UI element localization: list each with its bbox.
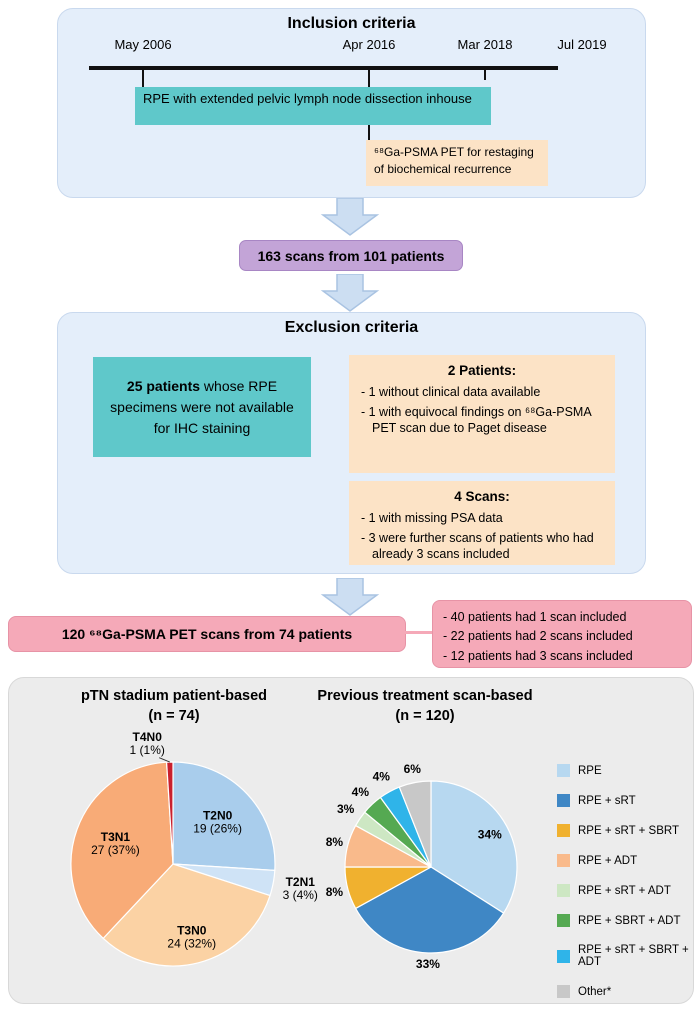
rpe-period-box: RPE with extended pelvic lymph node diss…: [135, 87, 491, 125]
pie-slice-t3n0: [102, 863, 271, 967]
pie-label: 8%: [326, 885, 344, 899]
legend-label: RPE + sRT: [578, 794, 636, 807]
timeline-date-jul-2019: Jul 2019: [557, 37, 607, 52]
treatment-chart-title-line: Previous treatment scan-based: [317, 688, 533, 704]
legend-label: RPE + sRT + SBRT: [578, 824, 679, 837]
list-item: - 1 with equivocal findings on ⁶⁸Ga-PSMA…: [361, 404, 591, 436]
legend-swatch: [557, 884, 570, 897]
connector-line: [402, 631, 434, 634]
scan-count-line: - 40 patients had 1 scan included: [443, 610, 627, 624]
pie-slice-t3n1: [70, 761, 174, 940]
psma-pet-period-box: ⁶⁸Ga-PSMA PET for restaging of biochemic…: [366, 140, 548, 186]
legend-swatch: [557, 794, 570, 807]
total-scans-box: 163 scans from 101 patients: [239, 240, 463, 271]
down-arrow-icon: [320, 578, 380, 616]
legend-label: Other*: [578, 985, 612, 998]
excluded-patients-title: 2 Patients:: [447, 363, 517, 378]
legend-item: RPE + sRT + SBRT: [557, 824, 693, 837]
ptn-chart-title-line: pTN stadium patient-based: [80, 688, 268, 704]
legend-label: RPE + sRT + ADT: [578, 884, 671, 897]
excluded-scans-title: 4 Scans:: [454, 489, 510, 504]
legend-item: RPE + sRT + SBRT + ADT: [557, 944, 693, 968]
ihc-exclusion-box: 25 patients whose RPE specimens were not…: [93, 357, 311, 457]
legend-item: RPE + sRT: [557, 794, 693, 807]
scan-count-line: - 22 patients had 2 scans included: [443, 629, 633, 644]
pie-slice-t2n0: [172, 761, 276, 872]
pie-label: 34%: [478, 828, 502, 842]
legend-item: RPE: [557, 764, 693, 777]
treatment-pie-chart: 34% 33% 8% 8% 3% 4% 4% 6%: [309, 734, 565, 998]
timeline-bar: [89, 66, 558, 70]
scan-count-line: - 12 patients had 3 scans included: [443, 648, 633, 663]
excluded-scans-box: 4 Scans: - 1 with missing PSA data - 3 w…: [349, 481, 615, 565]
legend-swatch: [557, 854, 570, 867]
treatment-chart-title: Previous treatment scan-based (n = 120): [285, 687, 565, 726]
pie-svg: T2N0 19 (26%) T2N1 3 (4%) T3N0 24 (32%) T3N1 27…: [70, 730, 318, 967]
legend-label: RPE + SBRT + ADT: [578, 914, 681, 927]
scan-counts-box: - 40 patients had 1 scan included - 22 p…: [432, 600, 692, 668]
ihc-exclusion-rest: whose RPE specimens were not available f…: [110, 377, 294, 436]
pie-label: 4%: [373, 770, 391, 784]
legend-swatch: [557, 949, 570, 963]
ptn-chart-title: pTN stadium patient-based (n = 74): [9, 687, 339, 726]
legend-swatch: [557, 985, 570, 998]
pie-label: T2N0 19 (26%): [193, 809, 242, 836]
down-arrow-icon: [320, 198, 380, 236]
timeline-date-may-2006: May 2006: [114, 37, 172, 52]
pie-leader-line: [159, 757, 170, 763]
exclusion-criteria-panel: Exclusion criteria 25 patients whose RPE…: [57, 312, 646, 574]
legend-item: Other*: [557, 985, 693, 998]
legend-item: RPE + sRT + ADT: [557, 884, 693, 897]
pie-label: 3%: [337, 802, 355, 816]
legend-item: RPE + ADT: [557, 854, 693, 867]
legend-label: RPE: [578, 764, 602, 777]
ptn-pie-chart: T2N0 19 (26%) T2N1 3 (4%) T3N0 24 (32%) T3N1 27…: [9, 726, 349, 998]
final-cohort-box: 120 ⁶⁸Ga-PSMA PET scans from 74 patients: [8, 616, 406, 652]
chart-legend: RPE RPE + sRT RPE + sRT + SBRT RPE + ADT RPE…: [557, 764, 693, 998]
legend-item: RPE + SBRT + ADT: [557, 914, 693, 927]
timeline-tick-may-2006: [142, 66, 144, 88]
excluded-scans-list: - 1 with missing PSA data - 3 were furth…: [349, 504, 615, 569]
pie-slice-other: [398, 780, 432, 868]
legend-swatch: [557, 764, 570, 777]
pie-label: T3N1 27 (37%): [91, 830, 140, 857]
timeline-date-apr-2016: Apr 2016: [342, 37, 396, 52]
charts-panel: pTN stadium patient-based (n = 74) Previ…: [8, 677, 694, 1004]
legend-swatch: [557, 914, 570, 927]
timeline-tick-mar-2018: [484, 66, 486, 80]
inclusion-title: Inclusion criteria: [287, 15, 416, 32]
pie-svg: 34% 33% 8% 8% 3% 4%4% 6%: [326, 762, 518, 971]
ptn-chart-subtitle: (n = 74): [148, 707, 200, 724]
ihc-exclusion-text: 25 patients whose RPE specimens were not…: [105, 376, 299, 439]
pie-label: T4N0 1 (1%): [130, 730, 165, 757]
legend-label: RPE + sRT + SBRT + ADT: [578, 944, 689, 968]
list-item: - 1 without clinical data available: [361, 385, 541, 399]
timeline-date-mar-2018: Mar 2018: [457, 37, 513, 52]
pie-label: 8%: [326, 835, 344, 849]
pie-label: 4%: [352, 785, 370, 799]
legend-label: RPE + ADT: [578, 854, 638, 867]
down-arrow-icon: [320, 274, 380, 312]
list-item: - 1 with missing PSA data: [361, 511, 503, 525]
legend-swatch: [557, 824, 570, 837]
excluded-patients-list: - 1 without clinical data available - 1 …: [349, 378, 615, 443]
treatment-chart-subtitle: (n = 120): [395, 707, 455, 724]
inclusion-criteria-panel: Inclusion criteria May 2006 Apr 2016 Mar…: [57, 8, 646, 198]
pie-label: 6%: [404, 762, 422, 776]
pie-label: T3N0 24 (32%): [167, 924, 216, 951]
list-item: - 3 were further scans of patients who h…: [361, 530, 594, 562]
pie-label: T2N1 3 (4%): [283, 875, 318, 902]
ihc-exclusion-bold: 25 patients: [126, 377, 201, 394]
pie-label: 33%: [416, 957, 440, 971]
exclusion-title: Exclusion criteria: [284, 319, 419, 336]
excluded-patients-box: 2 Patients: - 1 without clinical data av…: [349, 355, 615, 473]
